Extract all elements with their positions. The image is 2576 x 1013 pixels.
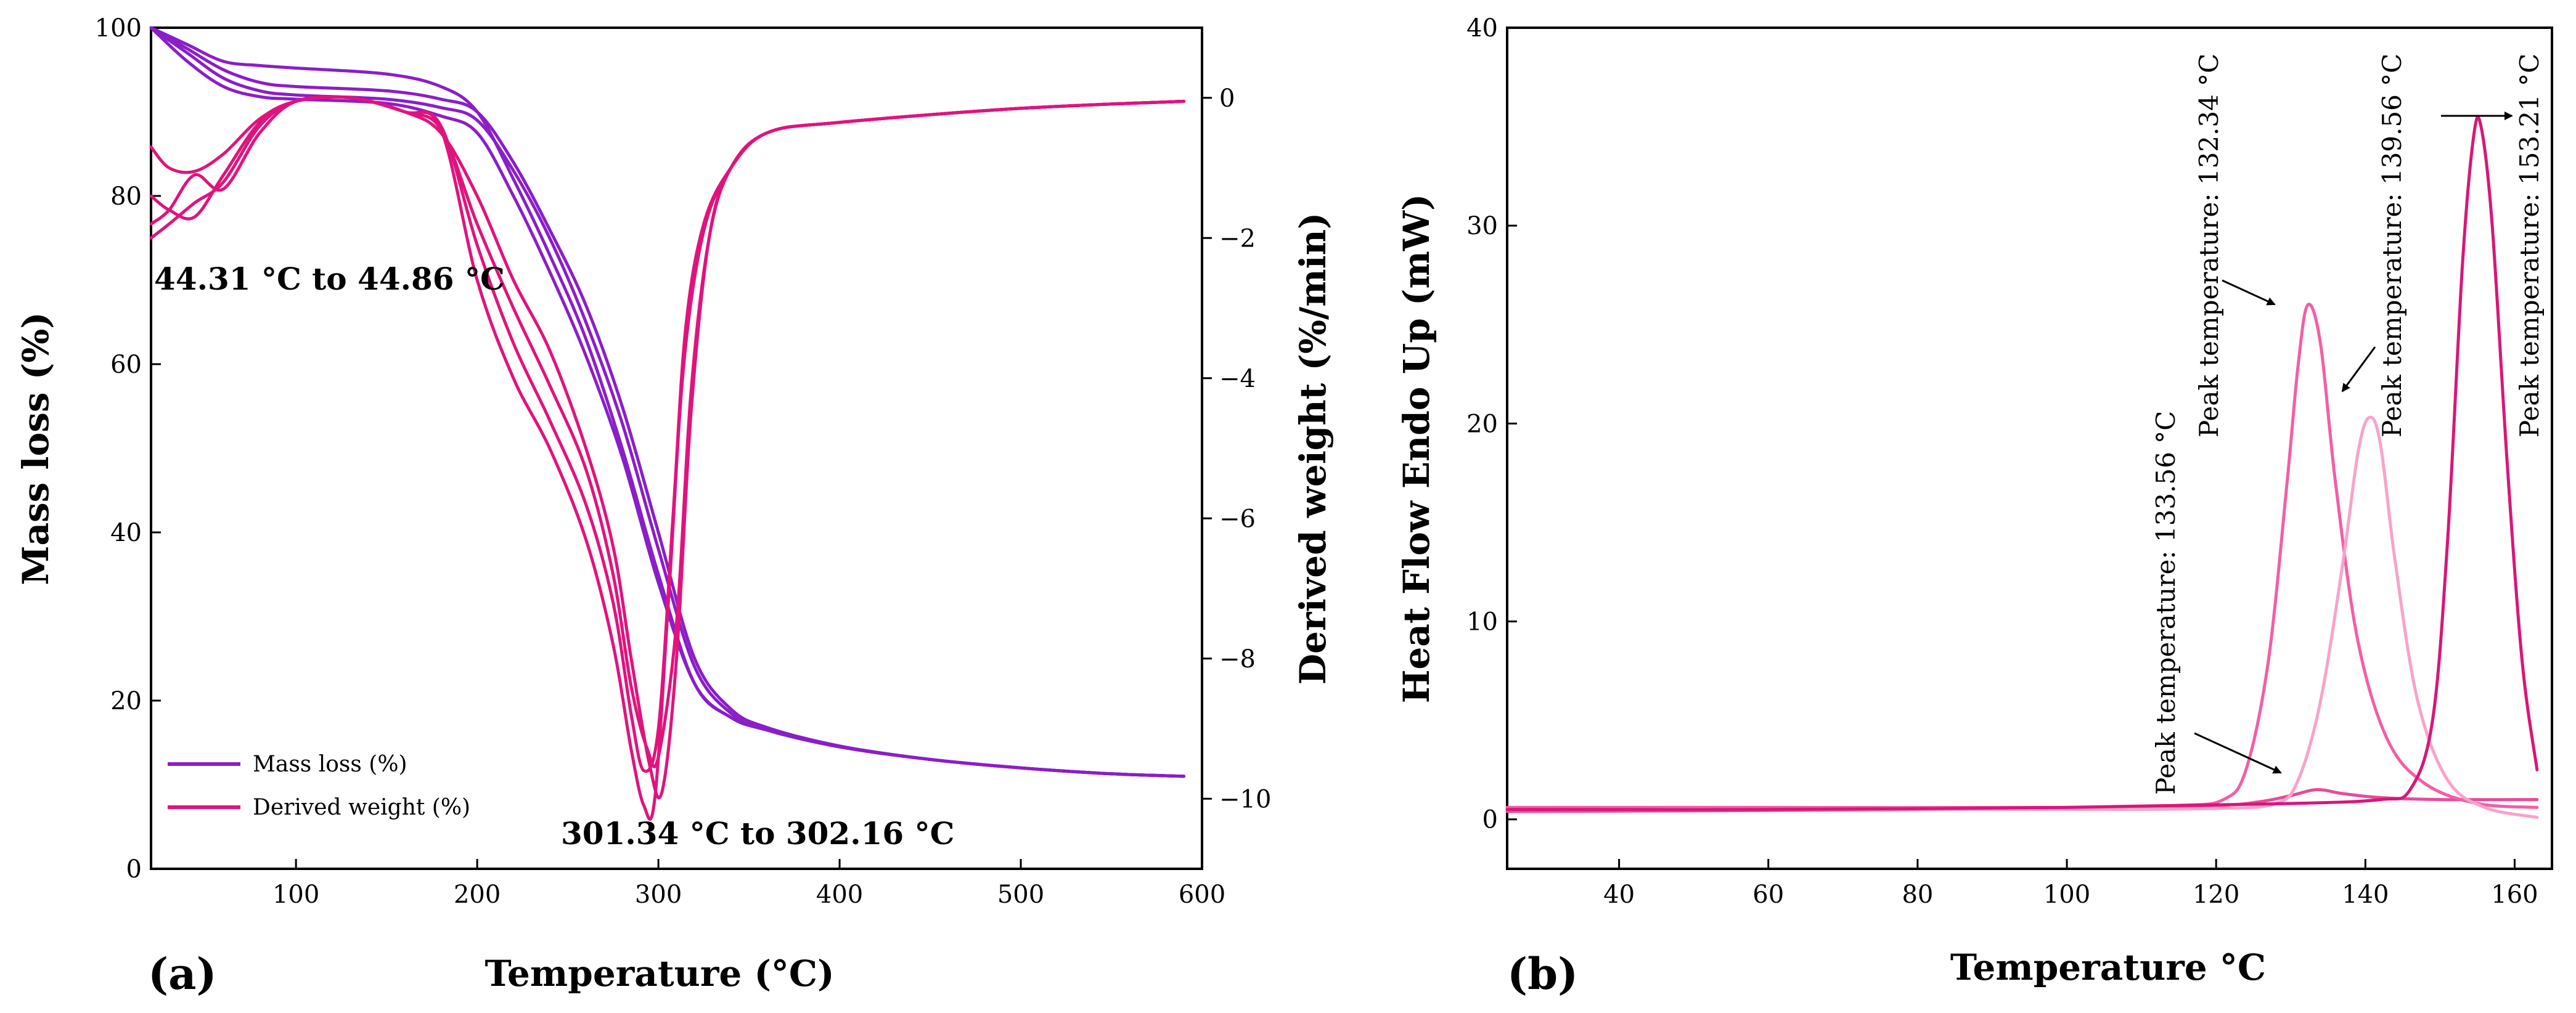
peak-annotation-139-56: Peak temperature: 139.56 °C	[2377, 54, 2407, 437]
x-tick-label: 100	[272, 881, 319, 909]
peak-annotation-133-56: Peak temperature: 133.56 °C	[2151, 411, 2181, 795]
x-tick-label: 400	[816, 881, 863, 909]
panel-a-y2-axis-title: Derived weight (%/min)	[1292, 213, 1334, 685]
y-tick-label: 80	[110, 182, 142, 211]
y2-tick-label: −4	[1219, 365, 1256, 393]
legend-label-mass: Mass loss (%)	[253, 752, 407, 777]
panel-a-y-ticks: 0 20 40 60 80 100	[95, 14, 161, 884]
mass-loss-series-3	[149, 26, 1186, 778]
y-tick-label: 60	[110, 351, 142, 379]
legend: Mass loss (%) Derived weight (%)	[168, 752, 470, 820]
x-tick-label: 600	[1179, 881, 1225, 909]
x-tick-label: 200	[454, 881, 501, 909]
x-tick-label: 60	[1752, 881, 1784, 909]
peak-annotation-132-34: Peak temperature: 132.34 °C	[2194, 54, 2224, 437]
panel-a-y-axis-title: Mass loss (%)	[15, 312, 57, 585]
legend-label-derived: Derived weight (%)	[253, 795, 470, 820]
y-tick-label: 20	[1466, 410, 1498, 438]
y2-tick-label: 0	[1219, 84, 1235, 113]
x-tick-label: 80	[1902, 881, 1933, 909]
y2-tick-label: −2	[1219, 224, 1256, 253]
arrow-peak-132-34	[2222, 279, 2276, 306]
arrow-peak-139-56	[2341, 346, 2376, 393]
panel-a-series	[149, 26, 1186, 821]
panel-b-x-axis-title: Temperature °C	[1950, 946, 2266, 988]
x-tick-label: 160	[2491, 881, 2538, 909]
y-tick-label: 40	[1466, 14, 1498, 43]
panel-b-y-axis-title: Heat Flow Endo Up (mW)	[1396, 194, 1437, 704]
y-tick-label: 30	[1466, 212, 1498, 240]
panel-a-frame	[150, 26, 1203, 870]
x-tick-label: 140	[2342, 881, 2389, 909]
panel-a-y2-ticks: 0 −2 −4 −6 −8 −10	[1202, 84, 1271, 813]
x-tick-label: 100	[2043, 881, 2090, 909]
panel-b-y-ticks: 0 10 20 30 40	[1466, 14, 1517, 834]
panel-a: 100 200 300 400 500 600 0 20 40 60 80 100 0 −2 −4 −6 −…	[15, 14, 1334, 999]
y-tick-label: 40	[110, 519, 142, 547]
panel-b-x-ticks: 40 60 80 100 120 140 160	[1603, 859, 2538, 909]
panel-a-x-ticks: 100 200 300 400 500 600	[272, 859, 1225, 909]
panel-b-frame	[1506, 26, 2553, 870]
arrow-peak-133-56	[2194, 732, 2282, 774]
panel-a-label: (a)	[148, 948, 217, 999]
y2-tick-label: −10	[1219, 785, 1271, 813]
x-tick-label: 300	[635, 881, 682, 909]
panel-b-series	[1505, 115, 2539, 819]
x-tick-label: 500	[997, 881, 1044, 909]
y-tick-label: 100	[95, 14, 142, 43]
panel-b: 40 60 80 100 120 140 160 0 10 20 30 40 Temperature…	[1396, 14, 2553, 999]
derived-weight-series-7	[149, 95, 1186, 768]
panel-a-x-axis-title: Temperature (°C)	[485, 953, 834, 995]
y-tick-label: 20	[110, 687, 142, 715]
peak-annotation-153-21: Peak temperature: 153.21 °C	[2514, 54, 2545, 437]
x-tick-label: 120	[2193, 881, 2239, 909]
y2-tick-label: −8	[1219, 645, 1256, 673]
panel-b-label: (b)	[1507, 948, 1578, 999]
y-tick-label: 0	[1482, 806, 1498, 834]
y2-tick-label: −6	[1219, 505, 1256, 533]
y-tick-label: 0	[126, 855, 142, 884]
dsc-series-3	[1505, 115, 2539, 812]
x-tick-label: 40	[1603, 881, 1635, 909]
y-tick-label: 10	[1466, 608, 1498, 637]
panel-a-annotation-low: 44.31 °C to 44.86 °C	[154, 261, 505, 297]
panel-a-annotation-high: 301.34 °C to 302.16 °C	[561, 815, 954, 852]
